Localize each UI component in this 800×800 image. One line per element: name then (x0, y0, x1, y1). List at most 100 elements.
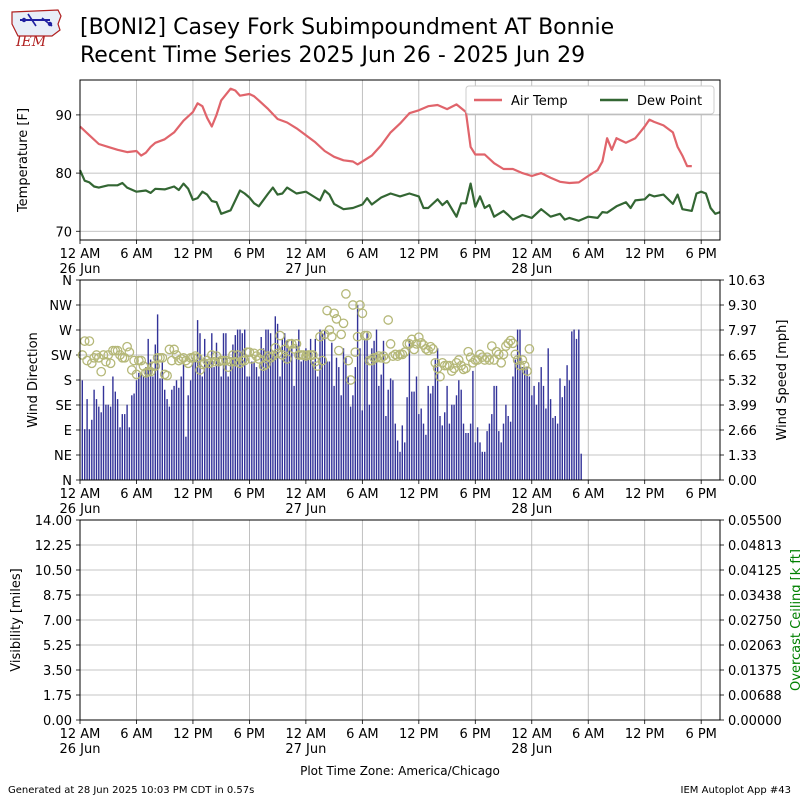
wind-dir-marker (378, 351, 389, 361)
wind-dir-marker (522, 366, 532, 376)
wind-speed-bar (342, 348, 345, 480)
wind-dir-marker (362, 330, 372, 341)
wind-xtick-date: 28 Jun (511, 502, 552, 517)
ceiling-tick-label: 0.00688 (728, 689, 782, 704)
vis-xtick-label: 12 PM (625, 727, 665, 742)
wind-speed-bar (131, 395, 133, 480)
wind-dir-marker (96, 366, 107, 377)
wind-speed-bar (316, 376, 319, 480)
wind-speed-bar (526, 367, 528, 480)
wind-speed-bar (446, 385, 448, 480)
wind-speed-bar (265, 329, 267, 480)
wind-speed-tick-label: 2.66 (728, 424, 757, 439)
wind-speed-bar (185, 436, 187, 480)
ceiling-tick-label: 0.04125 (728, 564, 782, 579)
temp-ytick-label: 70 (55, 225, 72, 240)
wind-speed-tick-label: 0.00 (728, 474, 757, 489)
vis-xtick-date: 28 Jun (511, 742, 552, 757)
wind-speed-bar (196, 320, 199, 480)
wind-speed-bar (531, 395, 533, 480)
wind-speed-bar (305, 348, 307, 480)
wind-speed-bar (406, 397, 408, 480)
wind-speed-bar (142, 376, 145, 480)
wind-speed-bar (578, 329, 580, 480)
wind-speed-bar (333, 385, 335, 480)
wind-speed-bar (295, 344, 298, 480)
temp-xtick-label: 12 PM (625, 247, 665, 262)
wind-xtick-label: 12 AM (511, 487, 552, 502)
wind-dir-marker (119, 352, 130, 363)
temp-xtick-label: 6 AM (346, 247, 379, 262)
wind-speed-bar (498, 431, 500, 480)
wind-dir-marker (392, 351, 403, 361)
wind-dir-marker (93, 352, 104, 363)
wind-dir-marker (503, 338, 514, 349)
wind-dir-marker (244, 347, 255, 358)
wind-speed-bar (324, 329, 326, 480)
wind-speed-bar (156, 314, 159, 480)
wind-xtick-date: 26 Jun (60, 502, 101, 517)
wind-speed-bar (314, 338, 316, 480)
wind-speed-bar (255, 367, 258, 480)
wind-speed-bar (444, 412, 446, 480)
wind-dir-marker (397, 349, 408, 360)
wind-speed-bar (286, 340, 288, 480)
wind-speed-bar (561, 397, 563, 480)
wind-dir-marker (199, 358, 210, 369)
wind-speed-bar (566, 365, 568, 480)
wind-dir-marker (376, 352, 387, 363)
wind-speed-bar (149, 359, 152, 480)
wind-dir-marker (265, 352, 276, 363)
wind-speed-bar (288, 348, 291, 480)
temp-xtick-label: 6 PM (234, 247, 265, 262)
wind-speed-bar (542, 385, 545, 480)
temp-xtick-date: 27 Jun (285, 262, 326, 277)
temp-xtick-label: 12 PM (399, 247, 439, 262)
wind-dir-marker (421, 344, 431, 354)
wind-speed-bar (262, 348, 265, 480)
wind-dir-marker (263, 351, 274, 361)
wind-speed-bar (300, 361, 302, 480)
wind-speed-bar (373, 340, 375, 480)
wind-speed-bar (307, 357, 309, 480)
wind-speed-bar (415, 376, 418, 480)
wind-speed-bar (580, 453, 582, 480)
wind-xtick-label: 6 PM (460, 487, 491, 502)
wind-speed-bar (236, 329, 239, 480)
temp-xtick-label: 12 AM (285, 247, 326, 262)
wind-speed-bar (354, 367, 356, 480)
wind-dir-marker (230, 356, 241, 367)
wind-speed-bar (439, 416, 441, 480)
wind-speed-bar (246, 376, 248, 480)
vis-tick-label: 0.00 (43, 714, 72, 729)
wind-speed-bar (189, 380, 192, 480)
wind-speed-bar (564, 385, 566, 480)
wind-speed-bar (453, 404, 455, 480)
wind-dir-marker (188, 352, 198, 363)
wind-speed-bar (427, 385, 429, 480)
wind-speed-bar (152, 376, 154, 480)
wind-speed-bar (302, 357, 305, 480)
wind-speed-bar (211, 333, 213, 480)
wind-speed-tick-label: 6.65 (728, 349, 757, 364)
wind-speed-bar (573, 329, 575, 480)
wind-speed-bar (366, 333, 368, 480)
svg-text:IEM: IEM (15, 34, 47, 48)
wind-speed-bar (225, 333, 227, 480)
vis-xtick-label: 12 AM (285, 727, 326, 742)
wind-speed-bar (349, 406, 352, 480)
wind-xtick-label: 6 AM (346, 487, 379, 502)
vis-xtick-date: 26 Jun (60, 742, 101, 757)
wind-dir-marker (468, 357, 478, 368)
wind-dir-marker (383, 315, 394, 325)
wind-dir-marker (258, 361, 269, 371)
wind-speed-bar (462, 423, 465, 480)
ceiling-tick-label: 0.01375 (728, 664, 782, 679)
ceiling-tick-label: 0.04813 (728, 539, 782, 554)
temp-xtick-label: 6 AM (572, 247, 605, 262)
wind-speed-bar (86, 399, 88, 480)
vis-xtick-label: 6 AM (572, 727, 605, 742)
wind-ylabel-left: Wind Direction (26, 332, 41, 428)
wind-xtick-date: 27 Jun (285, 502, 326, 517)
